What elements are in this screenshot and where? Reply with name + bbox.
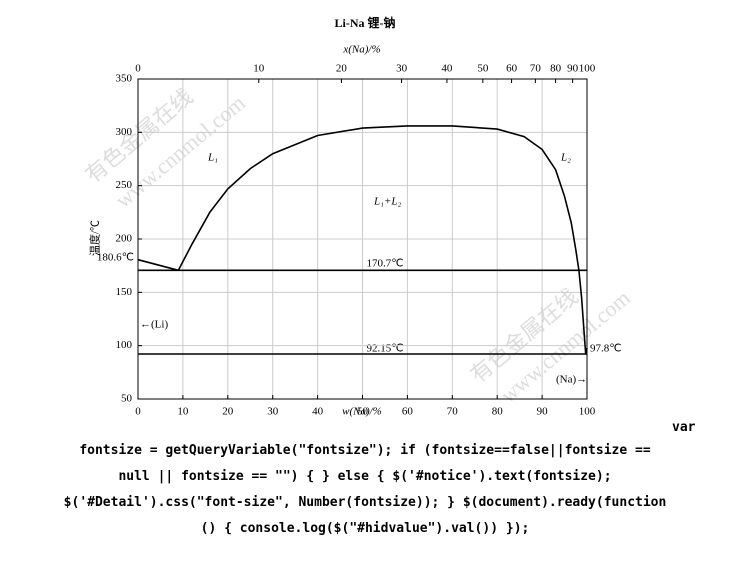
script-text: $('#Detail').css("font-size", Number(fon… xyxy=(63,495,667,510)
chart-title: Li-Na 锂-钠 xyxy=(335,15,396,30)
x-tick-label: 20 xyxy=(222,406,234,418)
script-text: fontsize = getQueryVariable("fontsize");… xyxy=(79,443,651,458)
x-tick-label: 30 xyxy=(267,406,279,418)
annotation: 92.15℃ xyxy=(366,343,403,355)
script-text: var xyxy=(672,420,696,435)
x2-tick-label: 10 xyxy=(253,63,265,75)
y-tick-label: 50 xyxy=(121,393,133,405)
annotation: (Na)→ xyxy=(556,374,587,386)
x2-tick-label: 40 xyxy=(441,63,453,75)
y-tick-label: 200 xyxy=(116,233,133,245)
y-tick-label: 150 xyxy=(116,286,133,298)
annotation: 180.6℃ xyxy=(97,252,134,264)
x2-tick-label: 20 xyxy=(336,63,348,75)
annotation: ←(Li) xyxy=(140,319,168,331)
x2-tick-label: 0 xyxy=(135,63,141,75)
script-text: () { console.log($("#hidvalue").val()) }… xyxy=(200,521,530,536)
x2-tick-label: 30 xyxy=(396,63,408,75)
x-tick-label: 80 xyxy=(492,406,504,418)
phase-line xyxy=(177,125,588,355)
x2-tick-label: 50 xyxy=(477,63,489,75)
x2-tick-label: 100 xyxy=(579,63,596,75)
x2-tick-label: 90 xyxy=(567,63,579,75)
x2-tick-label: 80 xyxy=(550,63,562,75)
annotation: L₁ xyxy=(207,152,218,164)
x-tick-label: 90 xyxy=(537,406,549,418)
x-tick-label: 50 xyxy=(357,406,369,418)
x-tick-label: 0 xyxy=(135,406,141,418)
annotation: 97.8℃ xyxy=(590,343,622,355)
chart: Li-Na 锂-钠 x(Na)/% w(Na)/% 温度/℃ 有色金属在线 ww… xyxy=(80,15,634,420)
y-tick-label: 350 xyxy=(116,73,133,85)
script-text: null || fontsize == "") { } else { $('#n… xyxy=(118,469,612,484)
y-tick-label: 300 xyxy=(116,126,133,138)
y-tick-label: 250 xyxy=(116,179,133,191)
x-tick-label: 10 xyxy=(177,406,189,418)
annotation: L₂ xyxy=(560,152,571,164)
x-tick-label: 40 xyxy=(312,406,324,418)
annotation: L₁+L₂ xyxy=(373,196,401,208)
annotation: 170.7℃ xyxy=(366,258,403,270)
x2-axis-label: x(Na)/% xyxy=(342,44,380,56)
x-tick-label: 100 xyxy=(579,406,596,418)
plot-frame xyxy=(137,78,588,400)
y-tick-label: 100 xyxy=(116,339,133,351)
x-tick-label: 70 xyxy=(447,406,459,418)
x-axis-label: w(Na)/% xyxy=(342,406,382,418)
x2-tick-label: 70 xyxy=(530,63,542,75)
phase-line xyxy=(137,258,179,272)
x-tick-label: 60 xyxy=(402,406,414,418)
y-axis-label: 温度/℃ xyxy=(88,220,102,256)
x2-tick-label: 60 xyxy=(506,63,518,75)
